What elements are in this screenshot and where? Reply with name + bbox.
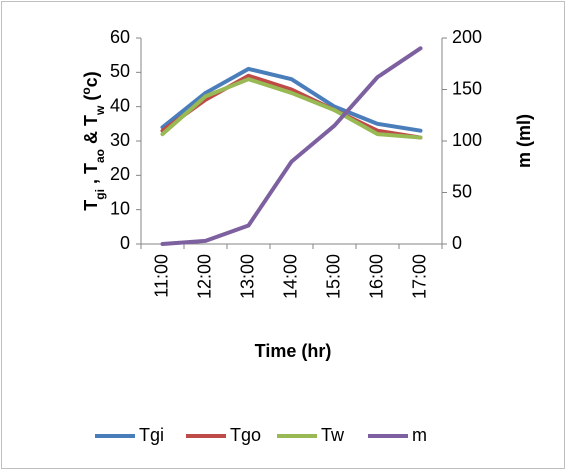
y2-axis-title: m (ml) [514, 114, 534, 168]
y-axis-title-part: ao [93, 149, 107, 163]
x-tick-label: 13:00 [237, 254, 257, 299]
y-tick-label: 40 [110, 95, 130, 115]
y2-tick-label: 50 [452, 181, 472, 201]
series-line [160, 66, 423, 133]
y-tick-label: 10 [110, 198, 130, 218]
x-tick-label: 14:00 [280, 254, 300, 299]
y-axis-title-part: ( [81, 95, 101, 106]
legend-label: Tgi [139, 425, 164, 445]
x-tick-label: 12:00 [194, 254, 214, 299]
series-line [160, 77, 423, 140]
y-tick-label: 0 [120, 233, 130, 253]
y2-tick-label: 200 [452, 27, 482, 47]
y-tick-label: 60 [110, 27, 130, 47]
y-axis-title-part: , T [81, 163, 101, 189]
y-axis-title-part: gi [93, 189, 107, 200]
legend-label: Tw [321, 425, 345, 445]
y-axis-title-part: w [93, 105, 107, 116]
legend-label: Tgo [230, 425, 261, 445]
y-axis-title-part: T [81, 200, 101, 211]
x-axis-title: Time (hr) [255, 341, 332, 361]
y-axis-title: Tgi , Tao & Tw (oc) [79, 71, 107, 210]
y2-tick-label: 0 [452, 233, 462, 253]
y-tick-label: 30 [110, 130, 130, 150]
y2-tick-label: 150 [452, 78, 482, 98]
x-tick-label: 15:00 [323, 254, 343, 299]
y-tick-label: 50 [110, 61, 130, 81]
y-axis-title-part: & T [81, 115, 101, 149]
series-line [160, 73, 423, 140]
series-line [160, 46, 423, 246]
x-tick-label: 17:00 [409, 254, 429, 299]
x-tick-label: 11:00 [151, 254, 171, 298]
y2-tick-label: 100 [452, 130, 482, 150]
y-tick-label: 20 [110, 164, 130, 184]
y-axis-title-part: o [79, 87, 93, 94]
x-tick-label: 16:00 [366, 254, 386, 299]
y-axis-title-part: c) [81, 71, 101, 87]
legend-label: m [412, 425, 427, 445]
